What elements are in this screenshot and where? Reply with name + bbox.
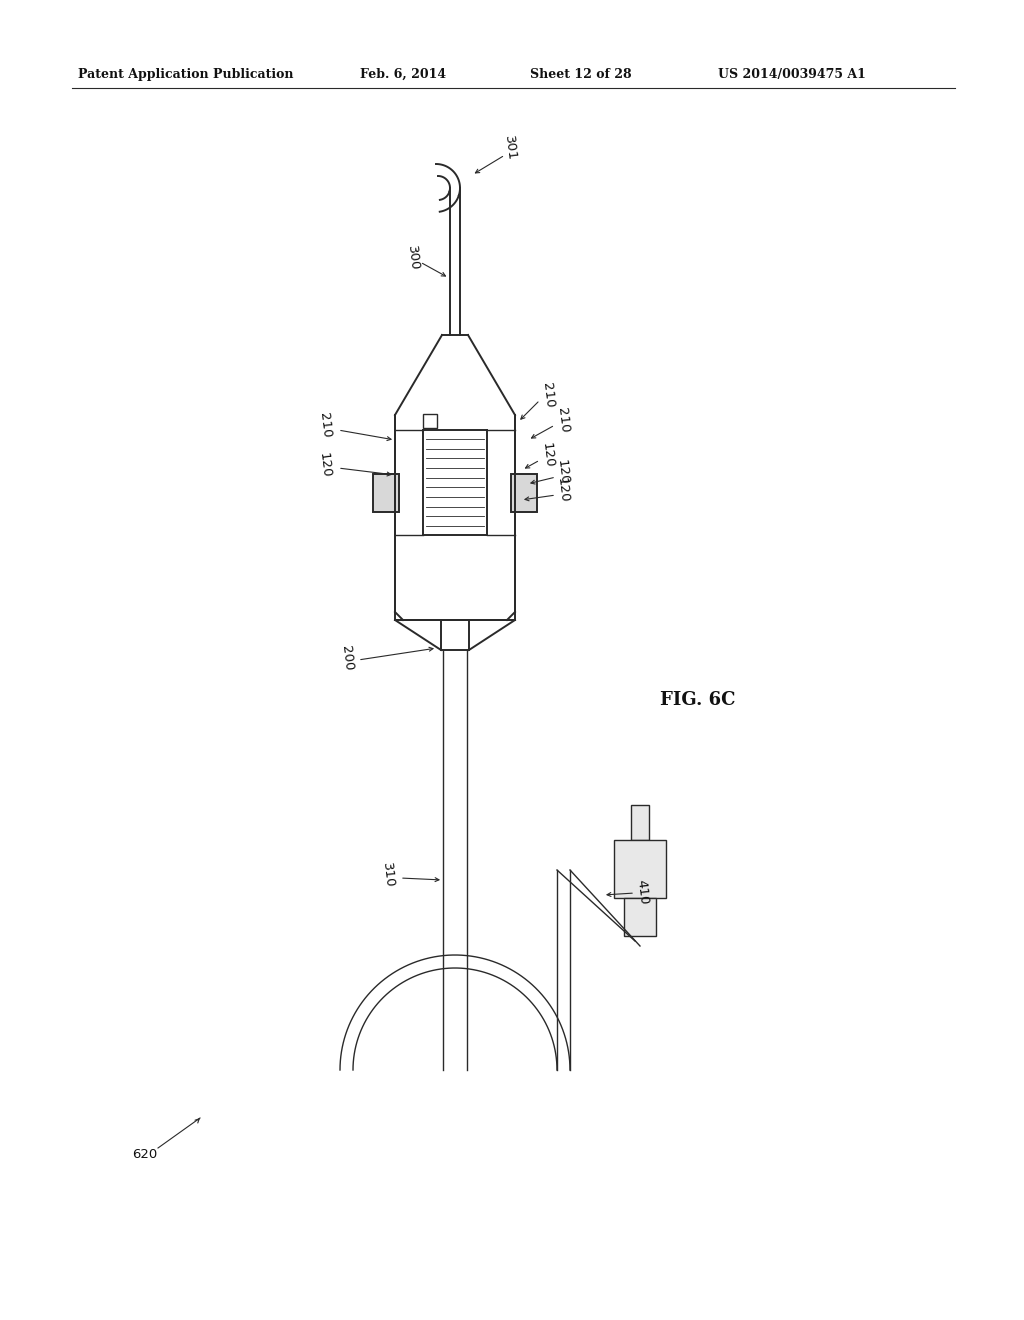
Text: 210: 210: [317, 412, 333, 438]
Text: 210: 210: [555, 407, 571, 433]
Bar: [624, 898, 656, 936]
Text: Sheet 12 of 28: Sheet 12 of 28: [530, 69, 632, 81]
Bar: [511, 474, 537, 511]
Text: 210: 210: [540, 381, 556, 408]
Text: US 2014/0039475 A1: US 2014/0039475 A1: [718, 69, 866, 81]
Text: 200: 200: [339, 644, 355, 672]
Text: FIG. 6C: FIG. 6C: [660, 690, 735, 709]
Bar: [614, 840, 666, 898]
Text: 310: 310: [380, 862, 396, 888]
Text: 410: 410: [634, 879, 650, 906]
Text: Feb. 6, 2014: Feb. 6, 2014: [360, 69, 446, 81]
Bar: [631, 805, 649, 840]
Bar: [373, 474, 399, 511]
Text: 300: 300: [406, 244, 421, 272]
Text: 301: 301: [502, 135, 518, 161]
Text: 620: 620: [132, 1148, 158, 1162]
Text: 120: 120: [555, 477, 571, 503]
Text: Patent Application Publication: Patent Application Publication: [78, 69, 294, 81]
Text: 120: 120: [317, 451, 333, 478]
Text: 120: 120: [540, 442, 556, 469]
Bar: [423, 414, 437, 428]
Text: 120: 120: [555, 458, 571, 486]
